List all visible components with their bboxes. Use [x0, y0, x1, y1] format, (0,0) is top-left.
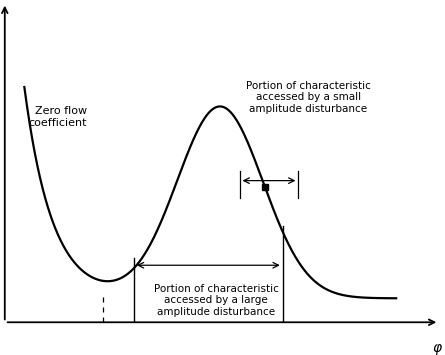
Text: Zero flow
coefficient: Zero flow coefficient [28, 106, 87, 128]
Text: Portion of characteristic
accessed by a large
amplitude disturbance: Portion of characteristic accessed by a … [154, 284, 279, 317]
Text: φ: φ [433, 341, 442, 355]
Text: Portion of characteristic
accessed by a small
amplitude disturbance: Portion of characteristic accessed by a … [246, 81, 371, 114]
